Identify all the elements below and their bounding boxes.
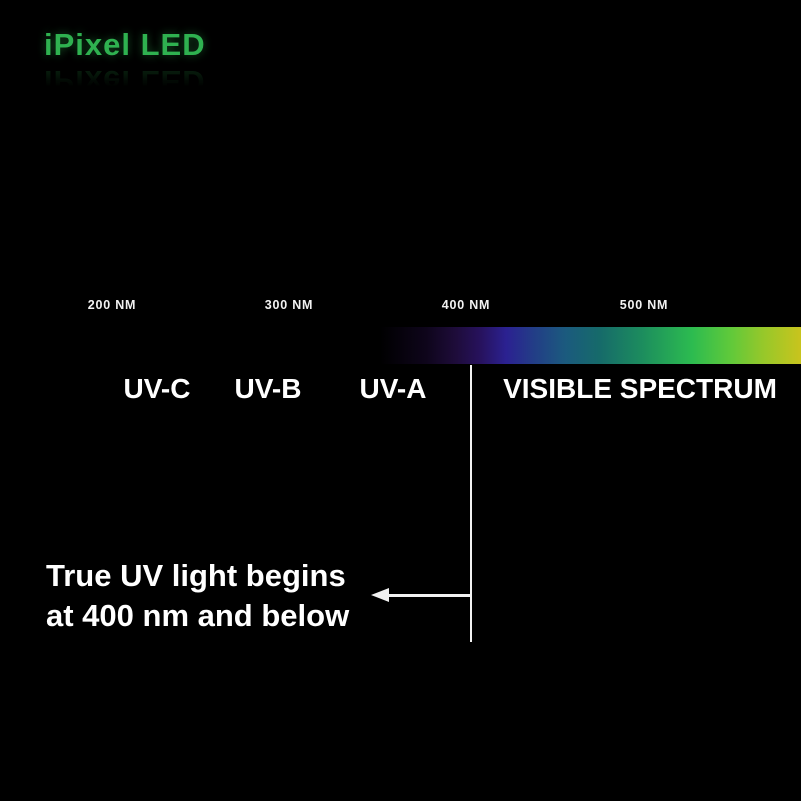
band-label-uvb: UV-B [234, 373, 302, 404]
band-label-uva: UV-A [359, 373, 427, 404]
annotation-line-2: at 400 nm and below [46, 598, 350, 633]
annotation-line-1: True UV light begins [46, 558, 346, 593]
annotation-text: True UV light begins at 400 nm and below [46, 556, 349, 636]
wavelength-tick-300nm: 300 NM [264, 298, 314, 312]
threshold-400nm-line [470, 365, 472, 642]
annotation-arrow-shaft [386, 594, 471, 597]
band-label-uvc: UV-C [123, 373, 191, 404]
spectrum-bar [380, 327, 801, 364]
wavelength-tick-200nm: 200 NM [87, 298, 137, 312]
wavelength-tick-500nm: 500 NM [619, 298, 669, 312]
brand-logo: iPixel LED [44, 27, 206, 62]
band-label-visible-spectrum: VISIBLE SPECTRUM [503, 373, 777, 404]
wavelength-tick-400nm: 400 NM [441, 298, 491, 312]
brand-logo-reflection: iPixel LED [44, 64, 206, 99]
annotation-arrow-left-icon [371, 588, 389, 602]
